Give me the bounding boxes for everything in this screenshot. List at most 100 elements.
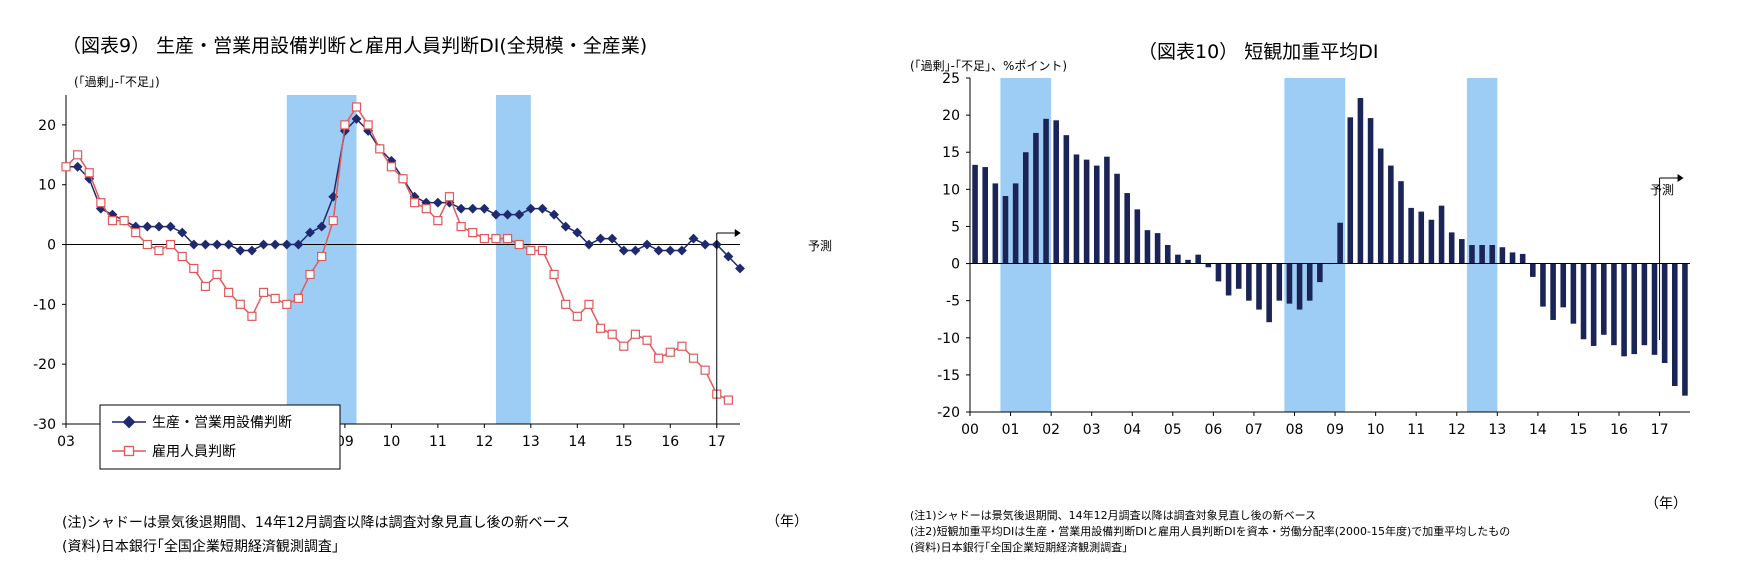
left-point-equipment (246, 245, 257, 256)
right-axes (969, 78, 1690, 413)
right-bar (1672, 263, 1678, 387)
right-bar (1398, 181, 1404, 264)
right-bar (1357, 98, 1364, 264)
legend-label-employment: 雇用人員判断 (152, 443, 236, 460)
right-bar (1296, 263, 1303, 310)
left-point-equipment (305, 227, 315, 238)
right-note-1: (注1)シャドーは景気後退期間、14年12月調査以降は調査対象見直し後の新ベース (910, 508, 1316, 522)
right-xtick-label: 13 (1488, 422, 1506, 438)
left-x-axis-label: （年） (766, 514, 808, 530)
left-legend-box (99, 404, 341, 470)
left-point-employment (351, 102, 362, 112)
right-bar (1185, 259, 1191, 264)
left-chart-panel: （図表9） 生産・営業用設備判断と雇用人員判断DI(全規模・全産業) (｢過剰｣… (33, 35, 832, 555)
left-forecast-arrowhead (734, 229, 741, 237)
right-forecast-label: 予測 (1650, 183, 1674, 197)
right-bar (1134, 209, 1141, 264)
right-xtick-label: 10 (1367, 422, 1385, 438)
left-point-employment (584, 299, 594, 309)
left-point-employment (293, 293, 304, 303)
left-ytick-label: -10 (33, 297, 56, 313)
right-bar (1611, 263, 1617, 346)
left-point-employment (549, 269, 559, 280)
right-bar (982, 167, 988, 264)
right-ytick-label: 20 (942, 108, 960, 124)
right-source: (資料)日本銀行｢全国企業短期経済観測調査｣ (910, 540, 1128, 554)
left-point-employment (247, 311, 257, 321)
right-ytick-label: -5 (946, 294, 960, 310)
left-point-employment (561, 299, 571, 309)
right-bar (1276, 263, 1283, 301)
right-bar (972, 164, 978, 264)
right-bar (1317, 263, 1323, 283)
left-point-equipment (212, 239, 223, 250)
left-ytick-label: -30 (33, 417, 56, 433)
left-point-employment (165, 239, 176, 250)
left-point-employment (107, 216, 118, 226)
right-bar (1570, 263, 1577, 324)
right-bar-chart: （図表10） 短観加重平均DI (｢過剰｣-｢不足｣、%ポイント) 25 20 15… (910, 41, 1690, 554)
right-ytick-label: 25 (942, 71, 960, 87)
left-point-equipment (525, 203, 536, 214)
right-bar (1621, 263, 1627, 357)
left-point-equipment (653, 245, 664, 256)
left-series-line-2 (65, 105, 729, 401)
left-xtick-label: 03 (57, 434, 75, 450)
right-bar (1164, 245, 1171, 264)
left-point-employment (375, 144, 385, 154)
left-point-employment (456, 222, 466, 232)
right-y-axis-label: (｢過剰｣-｢不足｣、%ポイント) (910, 59, 1067, 73)
right-bar (1509, 252, 1516, 264)
right-bar (1550, 263, 1556, 320)
left-shade-2 (495, 95, 531, 424)
left-point-employment (526, 245, 536, 256)
right-bar (1043, 118, 1049, 264)
left-point-equipment (630, 245, 641, 256)
right-xtick-label: 02 (1042, 422, 1060, 438)
right-bar (1022, 152, 1029, 264)
left-xtick-label: 12 (475, 434, 493, 450)
right-bar (1601, 263, 1607, 335)
right-ytick-label: 5 (951, 219, 960, 235)
right-bar (1002, 196, 1009, 264)
left-point-equipment (583, 239, 594, 250)
right-xtick-label: 09 (1326, 422, 1344, 438)
right-xtick-label: 07 (1245, 422, 1263, 438)
right-bar (1428, 219, 1435, 264)
right-bar (1367, 118, 1374, 264)
right-xtick-label: 05 (1164, 422, 1182, 438)
left-point-employment (131, 227, 141, 238)
left-point-equipment (676, 245, 687, 256)
left-point-employment (619, 341, 629, 351)
left-y-axis-label: (｢過剰｣-｢不足｣) (74, 75, 160, 89)
left-point-employment (630, 329, 641, 339)
right-bar (1073, 154, 1080, 264)
left-point-employment (642, 335, 652, 345)
left-point-employment (142, 239, 152, 250)
left-point-employment (502, 233, 513, 244)
left-shaded-periods (286, 95, 531, 424)
right-bar (1418, 211, 1425, 264)
right-bar (1235, 263, 1242, 289)
left-point-employment (398, 174, 408, 184)
left-point-equipment (200, 239, 211, 250)
left-point-equipment (223, 239, 234, 250)
left-point-equipment (491, 209, 501, 220)
left-point-employment (119, 216, 129, 226)
left-legend: 生産・営業用設備判断 雇用人員判断 (99, 404, 341, 470)
right-bar (1205, 263, 1212, 268)
left-point-equipment (142, 221, 153, 232)
legend-label-equipment: 生産・営業用設備判断 (152, 415, 292, 431)
right-bar (1469, 245, 1475, 264)
left-point-employment (73, 150, 83, 160)
left-point-employment (212, 269, 222, 280)
right-bar (1438, 205, 1445, 264)
right-xtick-label: 15 (1570, 422, 1588, 438)
right-bar (1540, 263, 1546, 307)
right-xtick-label: 06 (1204, 422, 1222, 438)
left-ytick-label: -20 (33, 357, 56, 373)
left-point-equipment (723, 251, 734, 262)
right-bar (1114, 173, 1120, 264)
right-bar (1377, 148, 1384, 264)
left-point-employment (96, 198, 106, 208)
